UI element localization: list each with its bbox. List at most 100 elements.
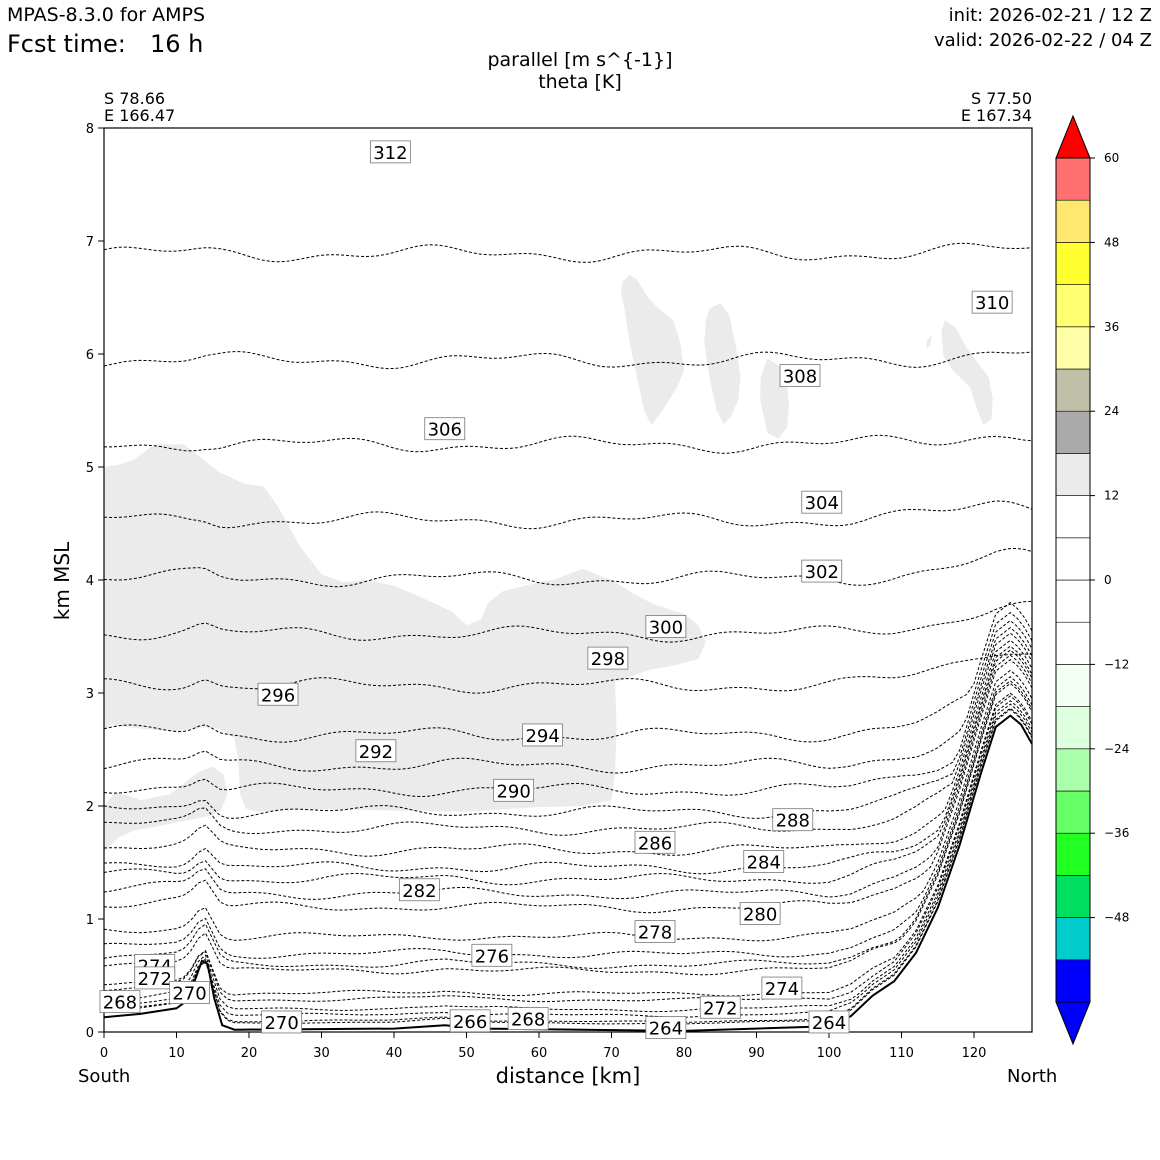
theta-isentrope — [104, 692, 1032, 997]
theta-label: 272 — [699, 995, 741, 1019]
x-tick-label: 50 — [458, 1046, 475, 1061]
theta-label-text: 282 — [402, 881, 436, 902]
colorbar-bin — [1055, 284, 1091, 328]
y-tick-label: 1 — [86, 913, 94, 928]
theta-label-text: 286 — [638, 833, 672, 854]
y-tick-label: 0 — [86, 1026, 94, 1041]
left-direction-label: South — [78, 1066, 131, 1087]
colorbar-tick-label: −36 — [1104, 826, 1129, 840]
valid-time: valid: 2026-02-22 / 04 Z — [934, 30, 1152, 51]
theta-label: 270 — [261, 1010, 303, 1034]
colorbar-bin — [1055, 495, 1091, 539]
theta-label: 270 — [169, 981, 210, 1005]
colorbar-tick-label: 48 — [1104, 235, 1119, 249]
theta-label-text: 306 — [428, 420, 462, 441]
wind-region-6 — [926, 334, 932, 349]
theta-isentrope — [104, 627, 1032, 819]
x-tick-label: 120 — [962, 1046, 987, 1061]
theta-isentrope — [104, 619, 1032, 798]
colorbar-bin — [1055, 832, 1091, 876]
theta-label: 296 — [257, 682, 299, 706]
theta-label: 288 — [772, 808, 814, 832]
theta-label-text: 266 — [453, 1012, 487, 1033]
y-tick-label: 6 — [86, 348, 94, 363]
theta-label: 292 — [355, 739, 397, 763]
terrain-line — [104, 714, 1032, 1032]
theta-label-text: 292 — [359, 742, 393, 763]
theta-isentrope — [104, 351, 1032, 370]
theta-label-text: 268 — [103, 993, 137, 1014]
colorbar-bin — [1055, 242, 1091, 285]
x-tick-label: 90 — [748, 1046, 765, 1061]
theta-isentrope — [104, 703, 1032, 1018]
theta-label: 310 — [971, 290, 1013, 314]
theta-label: 268 — [99, 990, 141, 1014]
model-title: MPAS-8.3.0 for AMPS — [7, 4, 206, 26]
theta-isentrope — [104, 669, 1032, 942]
x-tick-label: 0 — [100, 1046, 108, 1061]
theta-label-text: 308 — [783, 367, 817, 388]
x-tick-label: 70 — [603, 1046, 620, 1061]
x-tick-label: 80 — [676, 1046, 693, 1061]
theta-isentrope — [104, 680, 1032, 969]
theta-label: 278 — [634, 920, 676, 944]
colorbar-bin — [1055, 875, 1091, 918]
theta-label: 306 — [424, 417, 466, 441]
theta-label: 294 — [522, 723, 564, 747]
theta-isentrope — [104, 611, 1032, 774]
theta-label: 300 — [645, 615, 687, 638]
wind-region-2 — [620, 274, 684, 426]
theta-label: 272 — [134, 966, 176, 990]
left-end-lat: S 78.66 — [104, 89, 166, 108]
theta-label-text: 296 — [261, 685, 295, 706]
colorbar-bin — [1055, 537, 1091, 581]
theta-isentrope — [104, 676, 1032, 959]
theta-isentrope — [104, 645, 1032, 875]
theta-label: 276 — [471, 943, 513, 967]
chart-title: parallel [m s^{-1}] — [487, 49, 673, 71]
theta-label: 286 — [634, 830, 676, 854]
y-tick-label: 3 — [86, 687, 94, 702]
forecast-time-value: 16 h — [150, 30, 204, 58]
colorbar-bin — [1055, 790, 1091, 834]
right-end-lon: E 167.34 — [960, 106, 1032, 125]
theta-label-text: 278 — [638, 923, 672, 944]
colorbar-bin — [1055, 579, 1091, 623]
init-time: init: 2026-02-21 / 12 Z — [948, 5, 1152, 26]
theta-isentrope — [104, 708, 1032, 1025]
theta-isentrope — [104, 659, 1032, 914]
colorbar-bin — [1055, 199, 1091, 243]
theta-isentrope — [104, 654, 1032, 900]
theta-isentrope — [104, 695, 1032, 1003]
x-tick-label: 30 — [313, 1046, 330, 1061]
theta-label: 308 — [779, 364, 821, 388]
theta-label-text: 300 — [649, 617, 683, 638]
theta-label-text: 294 — [525, 726, 559, 747]
theta-label-text: 264 — [812, 1013, 846, 1034]
x-tick-label: 110 — [889, 1046, 914, 1061]
colorbar-bin — [1055, 959, 1091, 1003]
theta-label-text: 272 — [138, 969, 172, 990]
right-end-lat: S 77.50 — [970, 89, 1032, 108]
theta-label: 298 — [587, 646, 629, 670]
y-tick-label: 5 — [86, 461, 94, 476]
colorbar-bin — [1055, 748, 1091, 792]
y-tick-label: 8 — [86, 122, 94, 137]
theta-label-text: 276 — [475, 946, 509, 967]
theta-label: 290 — [493, 778, 535, 802]
theta-label-text: 270 — [264, 1013, 298, 1034]
theta-label-text: 304 — [805, 493, 839, 514]
left-end-lon: E 166.47 — [104, 106, 176, 125]
wind-region-3 — [704, 303, 741, 425]
theta-isentrope — [104, 632, 1032, 836]
theta-label-text: 268 — [511, 1010, 545, 1031]
x-axis-label: distance [km] — [495, 1064, 641, 1088]
y-tick-label: 4 — [86, 574, 94, 589]
chart-subtitle: theta [K] — [538, 71, 622, 93]
theta-isentrope — [104, 700, 1032, 1013]
theta-label-text: 310 — [975, 293, 1009, 314]
wind-region-0 — [104, 444, 706, 812]
theta-label-text: 284 — [747, 853, 781, 874]
theta-label: 302 — [801, 559, 843, 583]
